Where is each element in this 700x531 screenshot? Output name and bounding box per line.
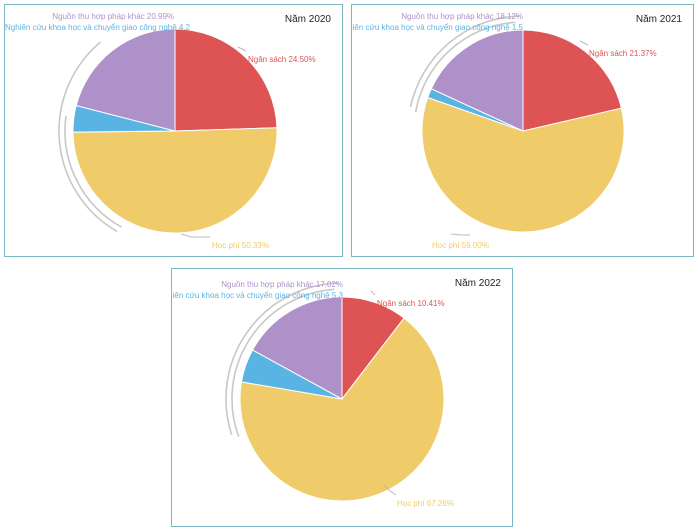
slice-label: Ngân sách 10.41% bbox=[377, 299, 445, 308]
label-bracket-1 bbox=[225, 282, 338, 436]
pie-slice[interactable] bbox=[75, 28, 176, 132]
chart-title: Năm 2021 bbox=[636, 14, 683, 25]
label-bracket-1 bbox=[409, 15, 520, 108]
label-bracket-1 bbox=[58, 41, 118, 233]
chart-title: Năm 2022 bbox=[455, 278, 502, 289]
slice-label: Nguồn thu hợp pháp khác 18.12% bbox=[401, 12, 523, 21]
pie-slice[interactable] bbox=[239, 317, 445, 502]
pie-slice[interactable] bbox=[430, 29, 524, 132]
slice-label: Học phí 50.33% bbox=[212, 241, 269, 250]
pie-chart-2020: Năm 2020 Ngân sách 24.50% Học phí 50.33% Ng… bbox=[4, 4, 343, 257]
pie-slice[interactable] bbox=[72, 127, 278, 234]
pie-slice[interactable] bbox=[251, 296, 343, 400]
pie-chart-2022-svg: Năm 2022 Ngân sách 10.41% Học phí 67.26% Ng… bbox=[172, 278, 502, 508]
label-leader-line bbox=[450, 233, 470, 236]
label-leader-line bbox=[180, 233, 210, 238]
pie-slice[interactable] bbox=[421, 96, 625, 233]
label-leader-line bbox=[383, 484, 397, 496]
label-bracket-0 bbox=[64, 115, 123, 228]
pie-chart-2021-svg: Năm 2021 Ngân sách 21.37% Học phí 59.00% Ng… bbox=[352, 12, 683, 250]
slice-label: Học phí 67.26% bbox=[397, 499, 454, 508]
label-leader-line bbox=[579, 40, 589, 46]
label-bracket-0 bbox=[414, 21, 516, 113]
label-bracket-0 bbox=[231, 288, 335, 437]
label-leader-line bbox=[370, 290, 376, 296]
slice-label: Học phí 59.00% bbox=[432, 241, 489, 250]
pie-chart-2020-svg: Năm 2020 Ngân sách 24.50% Học phí 50.33% Ng… bbox=[5, 12, 332, 250]
slice-label: Nguồn thu hợp pháp khác 20.99% bbox=[52, 12, 174, 21]
pie-slice[interactable] bbox=[174, 28, 278, 132]
chart-title: Năm 2020 bbox=[285, 14, 332, 25]
slice-label: Nghiên cứu khoa học và chuyển giao công … bbox=[352, 23, 524, 32]
slice-label: Nghiên cứu khoa học và chuyển giao công … bbox=[5, 23, 191, 32]
label-leader-line bbox=[237, 46, 247, 52]
slice-label: Ngân sách 21.37% bbox=[589, 49, 657, 58]
slice-label: Ngân sách 24.50% bbox=[248, 55, 316, 64]
pie-chart-2021: Năm 2021 Ngân sách 21.37% Học phí 59.00% Ng… bbox=[351, 4, 694, 257]
pie-chart-2022: Năm 2022 Ngân sách 10.41% Học phí 67.26% Ng… bbox=[171, 268, 513, 527]
slice-label: Nghiên cứu khoa học và chuyển giao công … bbox=[172, 291, 344, 300]
slice-label: Nguồn thu hợp pháp khác 17.02% bbox=[221, 280, 343, 289]
pie-slice[interactable] bbox=[522, 29, 622, 132]
